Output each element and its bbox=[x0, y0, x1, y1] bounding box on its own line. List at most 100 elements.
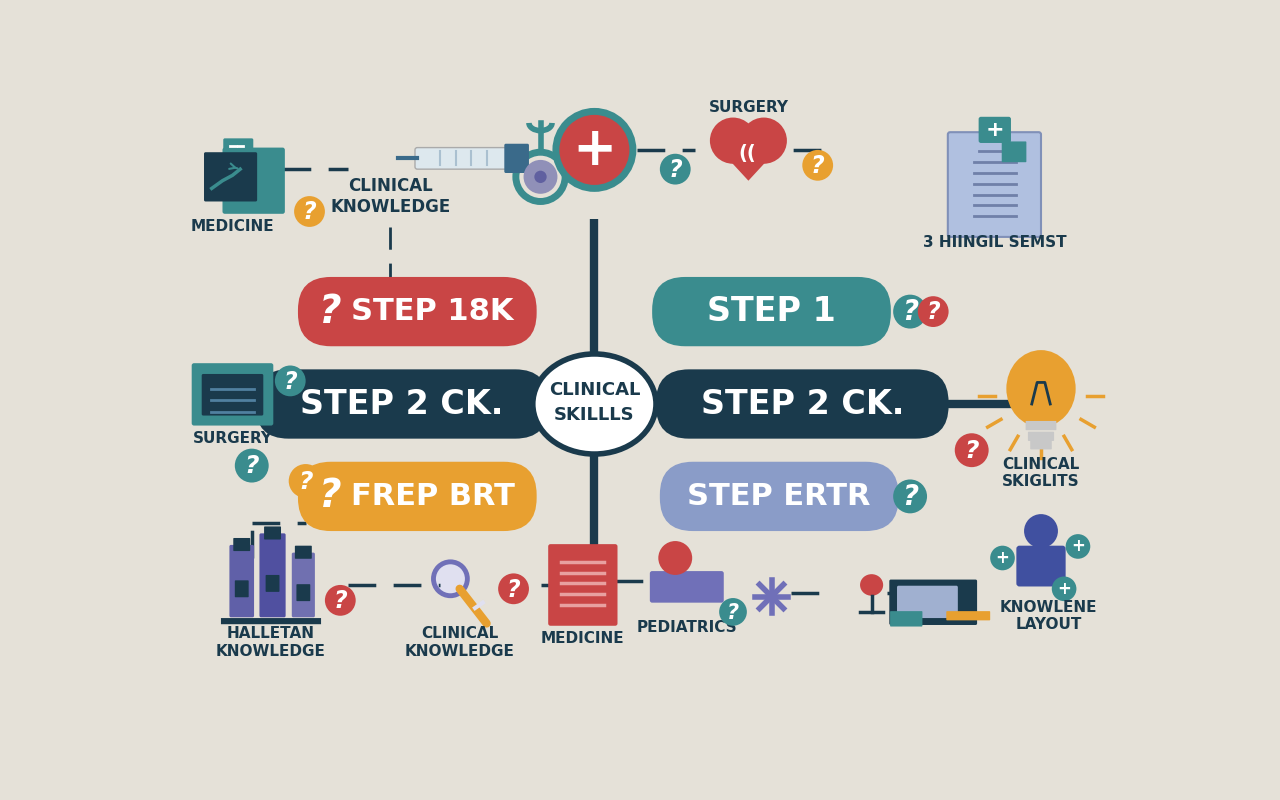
Text: CLINICAL
SKIGLITS: CLINICAL SKIGLITS bbox=[1002, 457, 1080, 490]
Text: ?: ? bbox=[244, 454, 259, 478]
Text: CLINICAL
KNOWLEDGE: CLINICAL KNOWLEDGE bbox=[330, 177, 451, 215]
Text: PEDIATRICS: PEDIATRICS bbox=[636, 620, 737, 635]
Text: ?: ? bbox=[319, 293, 342, 330]
Text: ?: ? bbox=[298, 470, 312, 494]
FancyBboxPatch shape bbox=[298, 277, 536, 346]
Circle shape bbox=[710, 118, 756, 164]
FancyBboxPatch shape bbox=[890, 611, 923, 626]
FancyBboxPatch shape bbox=[298, 462, 536, 531]
Circle shape bbox=[658, 541, 692, 575]
Text: ?: ? bbox=[507, 578, 521, 602]
FancyBboxPatch shape bbox=[652, 277, 891, 346]
Circle shape bbox=[893, 294, 927, 329]
Text: ?: ? bbox=[902, 298, 918, 326]
Text: ?: ? bbox=[810, 154, 824, 178]
Circle shape bbox=[719, 598, 746, 626]
FancyBboxPatch shape bbox=[1030, 440, 1052, 450]
Text: CLINICAL: CLINICAL bbox=[549, 381, 640, 399]
FancyBboxPatch shape bbox=[504, 144, 529, 173]
Text: MEDICINE: MEDICINE bbox=[541, 631, 625, 646]
Text: STEP 2 CK.: STEP 2 CK. bbox=[700, 387, 904, 421]
FancyBboxPatch shape bbox=[266, 575, 279, 592]
Circle shape bbox=[498, 574, 529, 604]
Text: ?: ? bbox=[333, 589, 347, 613]
Text: ((: (( bbox=[739, 144, 755, 163]
Circle shape bbox=[741, 118, 787, 164]
Circle shape bbox=[955, 434, 988, 467]
FancyBboxPatch shape bbox=[229, 545, 253, 618]
FancyBboxPatch shape bbox=[1028, 432, 1055, 441]
FancyBboxPatch shape bbox=[223, 147, 285, 214]
FancyBboxPatch shape bbox=[204, 152, 257, 202]
Circle shape bbox=[660, 154, 691, 185]
Text: STEP 18K: STEP 18K bbox=[352, 297, 515, 326]
FancyBboxPatch shape bbox=[548, 544, 617, 626]
Circle shape bbox=[918, 296, 948, 327]
Text: STEP 2 CK.: STEP 2 CK. bbox=[301, 387, 503, 421]
Circle shape bbox=[534, 170, 547, 183]
Polygon shape bbox=[712, 141, 786, 181]
FancyBboxPatch shape bbox=[1002, 142, 1027, 162]
Text: MEDICINE: MEDICINE bbox=[191, 219, 274, 234]
Circle shape bbox=[1066, 534, 1091, 558]
Text: ?: ? bbox=[283, 370, 297, 394]
Text: ?: ? bbox=[927, 300, 940, 324]
Text: +: + bbox=[996, 549, 1010, 567]
Text: +: + bbox=[1057, 580, 1071, 598]
Circle shape bbox=[893, 479, 927, 514]
Circle shape bbox=[991, 546, 1015, 570]
Circle shape bbox=[325, 585, 356, 616]
FancyBboxPatch shape bbox=[650, 571, 723, 602]
FancyBboxPatch shape bbox=[415, 147, 512, 169]
Circle shape bbox=[524, 160, 558, 194]
FancyBboxPatch shape bbox=[1025, 421, 1056, 430]
Text: HALLETAN
KNOWLEDGE: HALLETAN KNOWLEDGE bbox=[216, 626, 326, 659]
Circle shape bbox=[1024, 514, 1059, 548]
Text: KNOWLENE
LAYOUT: KNOWLENE LAYOUT bbox=[1000, 599, 1097, 632]
FancyBboxPatch shape bbox=[947, 132, 1041, 237]
Text: +: + bbox=[1071, 538, 1085, 555]
Text: ?: ? bbox=[902, 483, 918, 511]
Ellipse shape bbox=[860, 574, 883, 596]
FancyBboxPatch shape bbox=[897, 586, 957, 618]
Circle shape bbox=[1052, 577, 1076, 601]
Text: STEP ERTR: STEP ERTR bbox=[687, 482, 870, 511]
Text: +: + bbox=[572, 124, 617, 176]
FancyBboxPatch shape bbox=[233, 538, 250, 551]
FancyBboxPatch shape bbox=[1016, 546, 1066, 586]
FancyBboxPatch shape bbox=[202, 374, 264, 415]
Text: ?: ? bbox=[302, 200, 316, 224]
FancyBboxPatch shape bbox=[292, 553, 315, 618]
Circle shape bbox=[294, 196, 325, 227]
FancyBboxPatch shape bbox=[234, 580, 248, 598]
FancyBboxPatch shape bbox=[256, 370, 548, 438]
Text: STEP 1: STEP 1 bbox=[707, 295, 836, 328]
Circle shape bbox=[434, 562, 467, 596]
Text: 3 HIINGIL SEMST: 3 HIINGIL SEMST bbox=[923, 235, 1066, 250]
FancyBboxPatch shape bbox=[264, 526, 282, 539]
Text: SURGERY: SURGERY bbox=[708, 100, 788, 115]
Circle shape bbox=[275, 366, 306, 396]
Circle shape bbox=[556, 111, 632, 188]
FancyBboxPatch shape bbox=[192, 363, 274, 426]
Circle shape bbox=[803, 150, 833, 181]
FancyBboxPatch shape bbox=[890, 579, 977, 625]
Text: ?: ? bbox=[668, 158, 682, 182]
Text: ?: ? bbox=[727, 602, 739, 622]
Text: ?: ? bbox=[964, 439, 979, 463]
FancyBboxPatch shape bbox=[294, 546, 312, 558]
Text: SURGERY: SURGERY bbox=[192, 431, 273, 446]
FancyBboxPatch shape bbox=[260, 534, 285, 618]
FancyBboxPatch shape bbox=[946, 611, 991, 620]
FancyBboxPatch shape bbox=[660, 462, 899, 531]
FancyBboxPatch shape bbox=[979, 117, 1011, 143]
FancyBboxPatch shape bbox=[657, 370, 948, 438]
Text: ?: ? bbox=[319, 478, 342, 515]
Circle shape bbox=[234, 449, 269, 482]
FancyBboxPatch shape bbox=[221, 618, 321, 624]
Ellipse shape bbox=[532, 354, 657, 454]
Text: CLINICAL
KNOWLEDGE: CLINICAL KNOWLEDGE bbox=[404, 626, 515, 659]
FancyBboxPatch shape bbox=[223, 138, 253, 155]
Text: +: + bbox=[986, 120, 1004, 140]
Text: SKILLLS: SKILLLS bbox=[554, 406, 635, 424]
